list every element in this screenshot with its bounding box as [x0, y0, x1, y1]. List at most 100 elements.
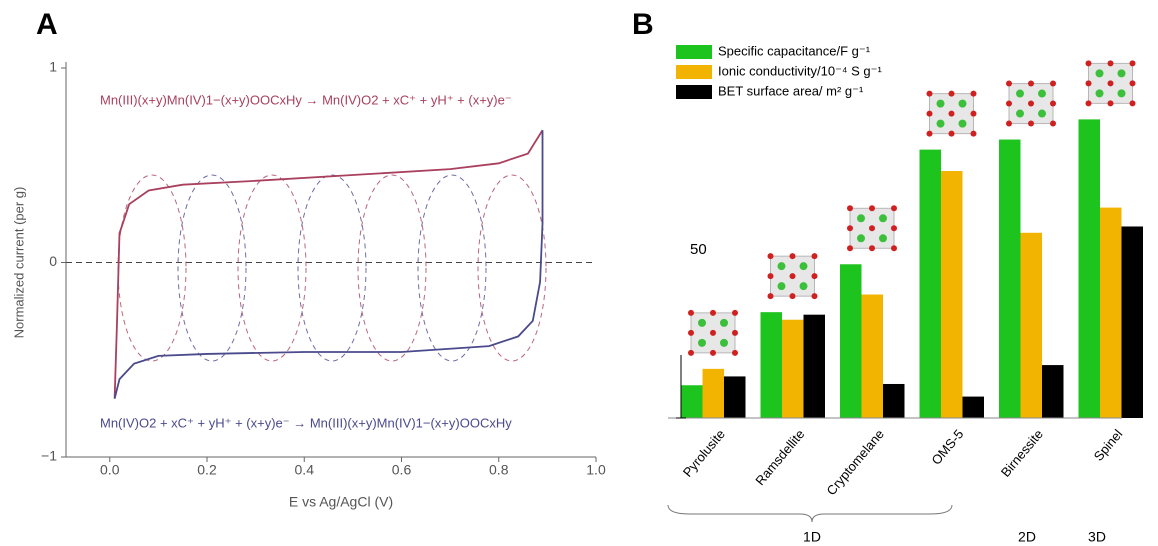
- x-tick-label: Spinel: [1091, 426, 1126, 463]
- atom-mn: [879, 214, 887, 223]
- atom-o: [926, 130, 933, 137]
- atom-mn: [879, 234, 887, 243]
- atom-mn: [1095, 89, 1104, 98]
- bar: [941, 171, 963, 418]
- atom-mn: [1117, 89, 1126, 98]
- atom-o: [1028, 80, 1034, 87]
- atom-o: [1006, 80, 1012, 87]
- legend-label: BET surface area/ m² g⁻¹: [718, 83, 864, 98]
- atom-o: [869, 225, 875, 232]
- atom-o: [847, 205, 853, 212]
- atom-o: [1028, 100, 1034, 107]
- atom-o: [1129, 60, 1136, 67]
- atom-o: [789, 253, 796, 260]
- atom-o: [1129, 100, 1136, 107]
- atom-o: [948, 110, 955, 117]
- atom-o: [1050, 100, 1056, 107]
- panel-label: A: [36, 8, 58, 41]
- atom-o: [891, 205, 897, 212]
- atom-o: [767, 253, 774, 260]
- atom-o: [970, 110, 977, 117]
- atom-o: [811, 273, 818, 280]
- atom-o: [688, 329, 694, 336]
- atom-o: [1085, 60, 1092, 67]
- x-tick-label: OMS-5: [928, 426, 966, 467]
- crystal-icon: [926, 90, 977, 137]
- dashed-loop: [417, 174, 487, 362]
- atom-o: [869, 245, 875, 252]
- atom-o: [891, 245, 897, 252]
- bar: [724, 376, 746, 418]
- crystal-icon: [1085, 60, 1136, 107]
- x-axis-label: E vs Ag/AgCl (V): [289, 494, 393, 510]
- atom-o: [926, 110, 933, 117]
- cv-curve: [113, 129, 544, 399]
- atom-mn: [720, 338, 728, 347]
- legend-swatch: [676, 65, 712, 79]
- x-tick-label: 0.8: [489, 462, 509, 478]
- bar: [702, 368, 724, 418]
- atom-o: [970, 90, 977, 97]
- atom-mn: [777, 262, 786, 271]
- group-label: 1D: [803, 529, 821, 545]
- bar: [681, 385, 703, 418]
- dashed-loop: [477, 174, 547, 362]
- scale-bar-line: [676, 355, 686, 419]
- legend-label: Ionic conductivity/10⁻⁴ S g⁻¹: [718, 63, 882, 78]
- atom-o: [710, 309, 716, 316]
- atom-mn: [958, 99, 967, 108]
- bar: [760, 312, 782, 418]
- bar: [919, 149, 941, 418]
- atom-o: [767, 293, 774, 300]
- atom-mn: [799, 262, 808, 271]
- bar: [1042, 365, 1064, 418]
- atom-mn: [1038, 109, 1046, 118]
- atom-o: [732, 329, 738, 336]
- crystal-icon: [847, 205, 897, 252]
- atom-mn: [857, 214, 865, 223]
- atom-o: [710, 349, 716, 356]
- atom-mn: [958, 119, 967, 128]
- atom-o: [732, 349, 738, 356]
- atom-mn: [1117, 69, 1126, 78]
- atom-o: [948, 90, 955, 97]
- bar: [803, 314, 825, 418]
- group-label: 3D: [1088, 529, 1106, 545]
- panel-label: B: [632, 8, 654, 41]
- bar: [883, 383, 905, 418]
- y-tick-label: −1: [41, 448, 57, 464]
- legend-swatch: [676, 85, 712, 99]
- legend-label: Specific capacitance/F g⁻¹: [718, 43, 871, 58]
- cv-curve: [113, 130, 544, 399]
- atom-o: [1085, 80, 1092, 87]
- bar: [782, 319, 804, 418]
- bar: [840, 264, 862, 418]
- atom-o: [948, 130, 955, 137]
- scale-bar-label: 50: [690, 241, 707, 258]
- atom-o: [767, 273, 774, 280]
- atom-o: [847, 225, 853, 232]
- x-tick-label: 0.4: [295, 462, 315, 478]
- legend-swatch: [676, 45, 712, 59]
- atom-mn: [1016, 109, 1024, 118]
- dashed-loop: [297, 174, 367, 362]
- x-tick-label: 0.0: [100, 462, 120, 478]
- annotation: Mn(III)(x+y)Mn(IV)1−(x+y)OOCxHy → Mn(IV)…: [100, 92, 512, 107]
- atom-o: [1006, 100, 1012, 107]
- crystal-icon: [688, 309, 738, 356]
- bar: [1121, 226, 1143, 418]
- y-tick-label: 1: [49, 59, 57, 75]
- atom-o: [732, 309, 738, 316]
- bar: [861, 294, 883, 418]
- atom-mn: [857, 234, 865, 243]
- atom-mn: [936, 119, 945, 128]
- atom-mn: [1095, 69, 1104, 78]
- atom-o: [688, 349, 694, 356]
- annotation: Mn(IV)O2 + xC⁺ + yH⁺ + (x+y)e⁻ → Mn(III)…: [100, 415, 512, 430]
- atom-o: [710, 329, 716, 336]
- dashed-loop: [177, 174, 247, 362]
- atom-o: [811, 293, 818, 300]
- x-tick-label: Birnessite: [998, 426, 1046, 479]
- atom-mn: [698, 318, 706, 327]
